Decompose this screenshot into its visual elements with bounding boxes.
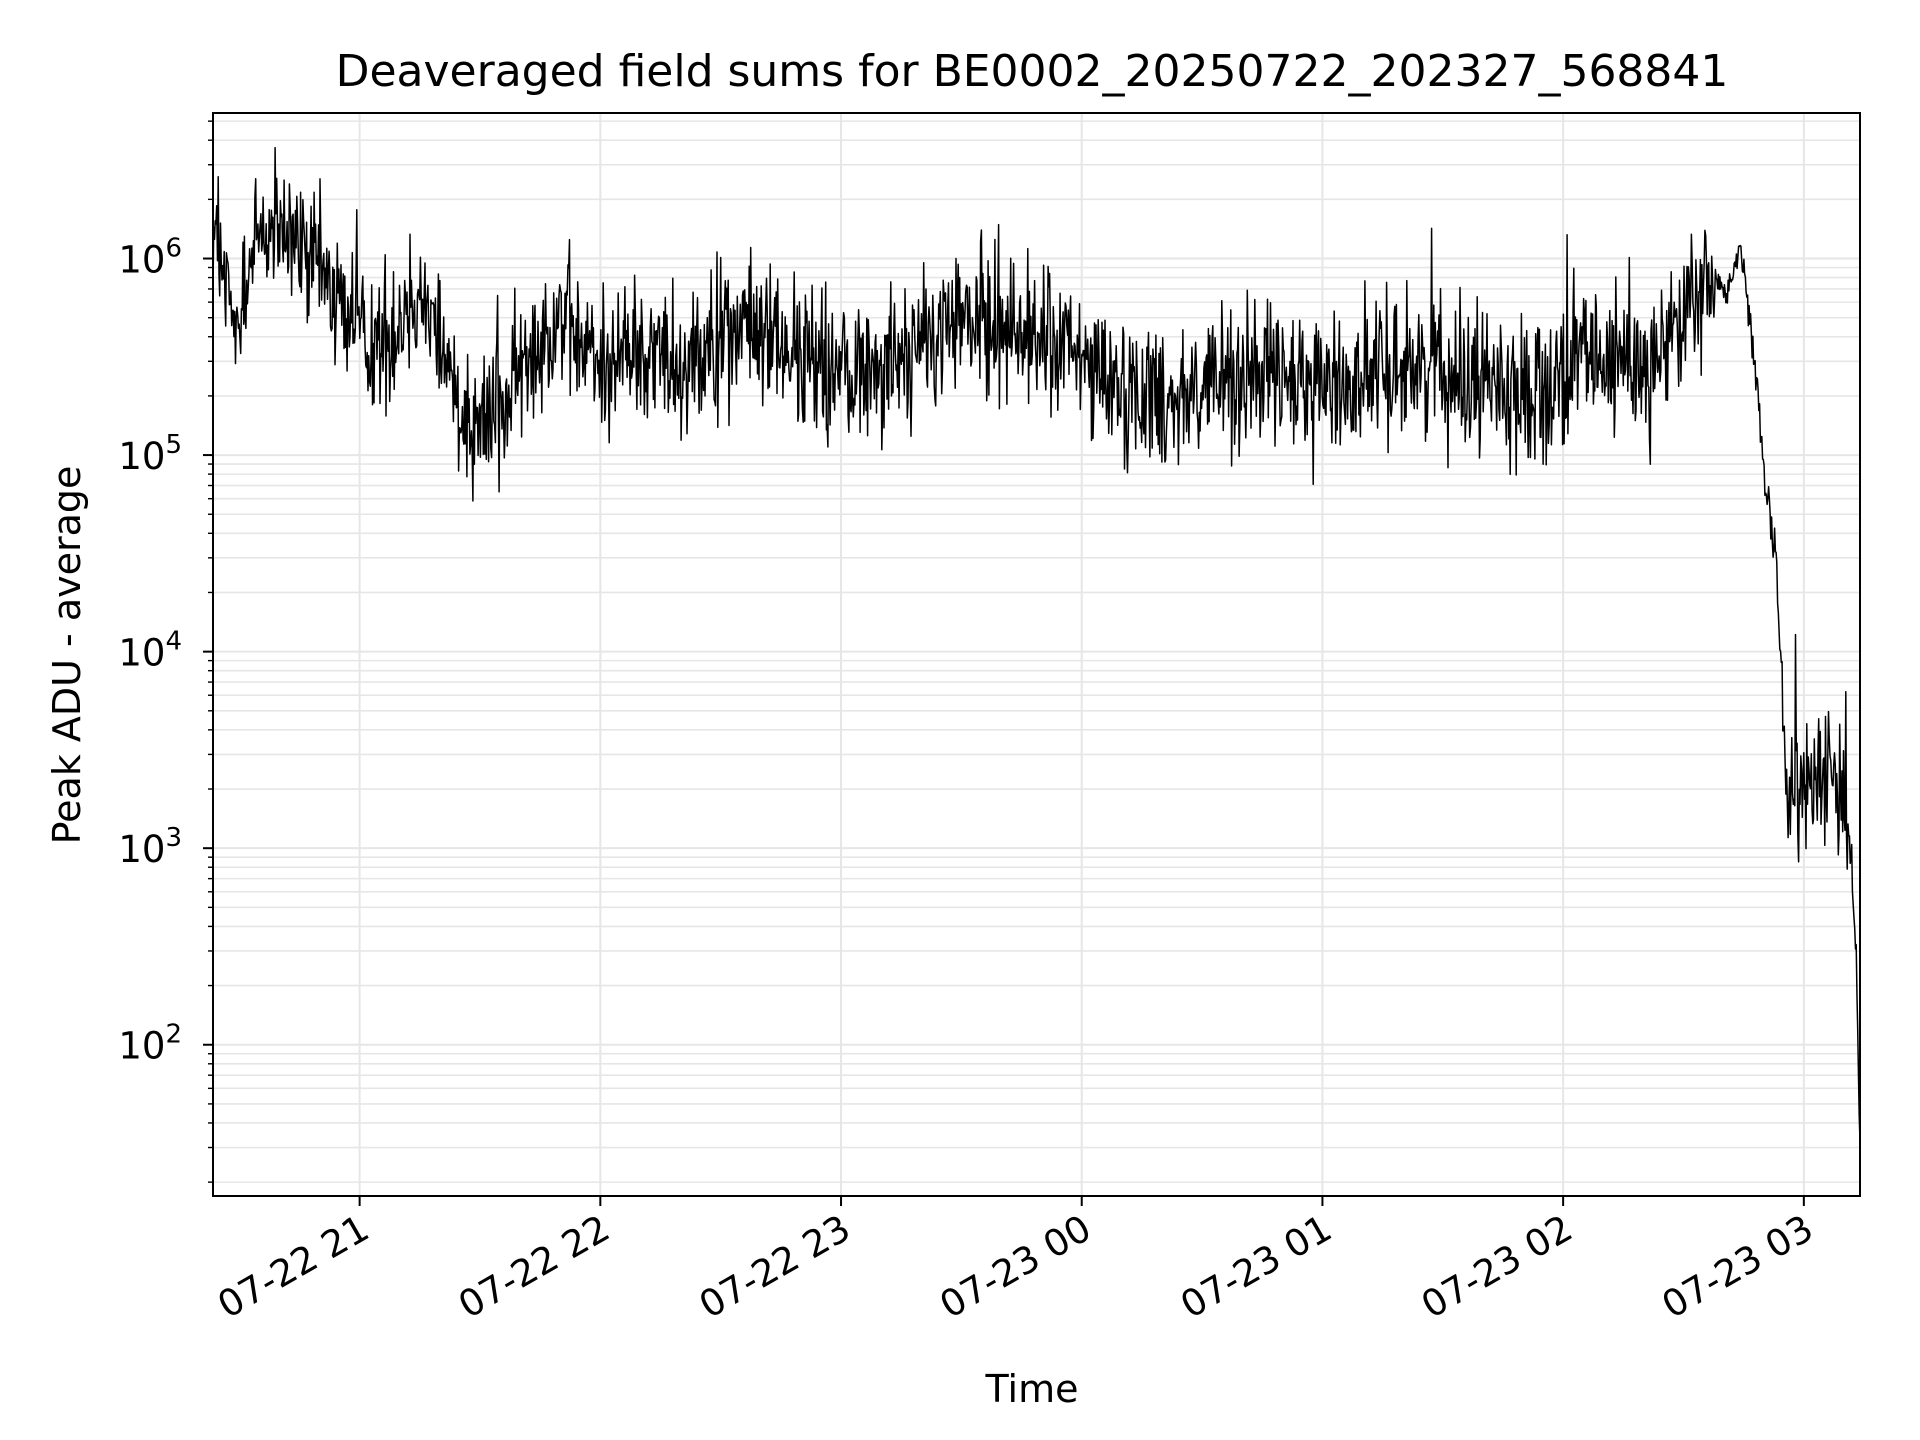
y-tick-label: 104 <box>118 627 182 675</box>
ticks <box>203 120 1805 1206</box>
chart-title: Deaveraged field sums for BE0002_2025072… <box>336 46 1729 97</box>
x-axis-label: Time <box>985 1367 1079 1411</box>
y-tick-label: 105 <box>118 430 182 478</box>
series-line <box>212 146 1861 1142</box>
y-tick-label: 103 <box>118 823 182 871</box>
y-axis-label: Peak ADU - average <box>45 466 89 845</box>
plot-frame <box>212 112 1861 1197</box>
y-tick-label: 106 <box>118 234 182 282</box>
plot-data <box>212 146 1861 1142</box>
y-tick-label: 102 <box>118 1020 182 1068</box>
